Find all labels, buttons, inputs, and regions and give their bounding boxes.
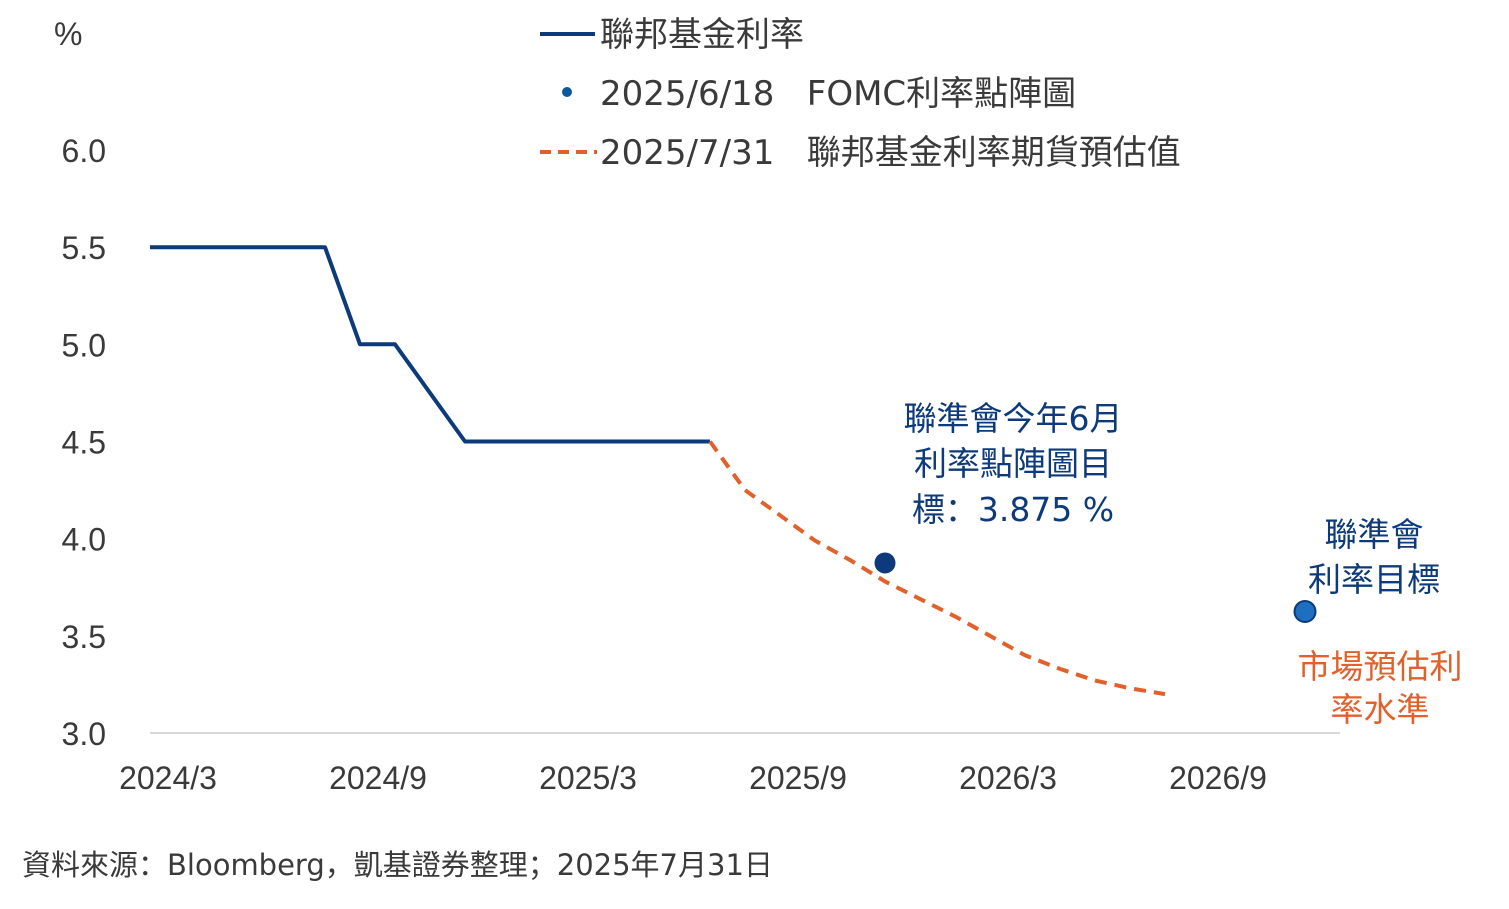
x-tick-label: 2025/3	[539, 760, 637, 796]
annotation-fomc-june-target: 聯準會今年6月 利率點陣圖目 標：3.875 %	[904, 399, 1123, 529]
annotation-fed-rate-target: 聯準會 利率目標	[1308, 515, 1440, 599]
annotation-fomc-line-2: 利率點陣圖目	[914, 444, 1112, 483]
y-tick-label: 5.5	[62, 230, 106, 266]
legend-swatch-fomc-dot-plot	[562, 87, 572, 97]
annotation-market-line-2: 率水準	[1331, 690, 1430, 729]
marker-fed-rate-target	[1293, 600, 1317, 624]
y-tick-label: 3.0	[62, 716, 106, 752]
y-axis-unit-label: %	[54, 16, 82, 52]
series-line-futures-estimate	[708, 440, 1166, 697]
y-tick-label: 3.5	[62, 619, 106, 655]
y-tick-label: 4.5	[62, 425, 106, 461]
marker-layer	[874, 552, 1317, 624]
y-tick-label: 6.0	[62, 133, 106, 169]
x-tick-label: 2026/3	[959, 760, 1057, 796]
series-line-fed-funds-rate	[150, 245, 710, 444]
y-tick-label: 4.0	[62, 522, 106, 558]
x-tick-label: 2024/9	[329, 760, 427, 796]
annotation-fomc-line-3: 標：3.875 %	[912, 490, 1114, 529]
y-axis-tick-labels: 3.0 3.5 4.0 4.5 5.0 5.5 6.0	[62, 133, 106, 752]
annotation-fed-target-line-2: 利率目標	[1308, 560, 1440, 599]
legend-label-fomc-dot-plot: 2025/6/18 FOMC利率點陣圖	[600, 74, 1076, 114]
legend: 聯邦基金利率 2025/6/18 FOMC利率點陣圖 2025/7/31 聯邦基…	[540, 15, 1181, 173]
x-tick-label: 2025/9	[749, 760, 847, 796]
x-tick-label: 2026/9	[1169, 760, 1267, 796]
annotation-market-line-1: 市場預估利	[1298, 647, 1463, 686]
annotation-fomc-line-1: 聯準會今年6月	[904, 399, 1123, 438]
annotation-market-estimate: 市場預估利 率水準	[1298, 647, 1463, 729]
y-tick-label: 5.0	[62, 327, 106, 363]
annotation-fed-target-line-1: 聯準會	[1325, 515, 1424, 554]
series-layer	[150, 245, 1166, 697]
legend-label-futures-estimate: 2025/7/31 聯邦基金利率期貨預估值	[600, 133, 1181, 173]
source-note: 資料來源：Bloomberg，凱基證券整理；2025年7月31日	[22, 848, 773, 882]
legend-label-fed-funds-rate: 聯邦基金利率	[600, 15, 804, 55]
x-tick-label: 2024/3	[119, 760, 217, 796]
marker-fomc-dot-plot	[874, 552, 896, 574]
x-axis-tick-labels: 2024/3 2024/9 2025/3 2025/9 2026/3 2026/9	[119, 760, 1267, 796]
